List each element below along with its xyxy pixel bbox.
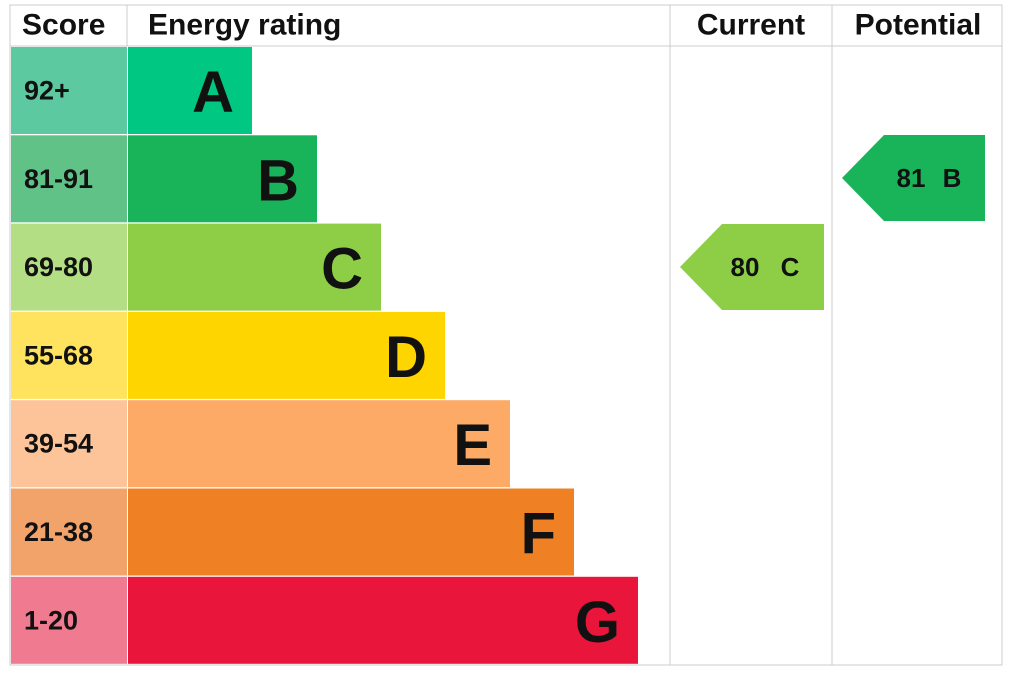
potential-band: B	[943, 163, 962, 193]
score-cell	[11, 47, 127, 134]
band-letter: G	[575, 590, 620, 655]
rating-bar	[128, 400, 510, 488]
rating-bar	[128, 311, 445, 399]
score-cell	[11, 223, 127, 311]
score-cell	[11, 400, 127, 488]
score-cell	[11, 488, 127, 576]
rating-bar	[128, 135, 317, 223]
score-range: 69-80	[24, 252, 93, 282]
band-letter: F	[521, 502, 556, 567]
header-potential: Potential	[855, 9, 982, 42]
score-cell	[11, 311, 127, 399]
score-cell	[11, 576, 127, 664]
bands: 92+ A 81-91 B 69-80 C 55-68 D 39-54 E 21-38 F 1-20 G	[11, 47, 638, 664]
current-score: 80	[731, 252, 760, 282]
header-score: Score	[22, 9, 105, 42]
potential-arrow	[842, 135, 985, 221]
band-letter: D	[385, 325, 427, 390]
score-range: 21-38	[24, 517, 93, 547]
rating-bar	[128, 47, 252, 134]
band-letter: A	[192, 60, 234, 125]
score-range: 1-20	[24, 605, 78, 635]
band-letter: C	[321, 237, 363, 302]
score-range: 81-91	[24, 164, 93, 194]
header-current: Current	[697, 9, 805, 42]
score-range: 92+	[24, 76, 70, 106]
rating-bar	[128, 223, 381, 311]
header-rating: Energy rating	[148, 9, 341, 42]
current-arrow	[680, 224, 824, 310]
rating-bar	[128, 488, 574, 576]
score-range: 39-54	[24, 429, 93, 459]
band-letter: B	[257, 148, 299, 213]
current-band: C	[781, 252, 800, 282]
rating-bar	[128, 576, 638, 664]
band-letter: E	[453, 413, 492, 478]
score-range: 55-68	[24, 340, 93, 370]
potential-score: 81	[897, 163, 926, 193]
score-cell	[11, 135, 127, 223]
